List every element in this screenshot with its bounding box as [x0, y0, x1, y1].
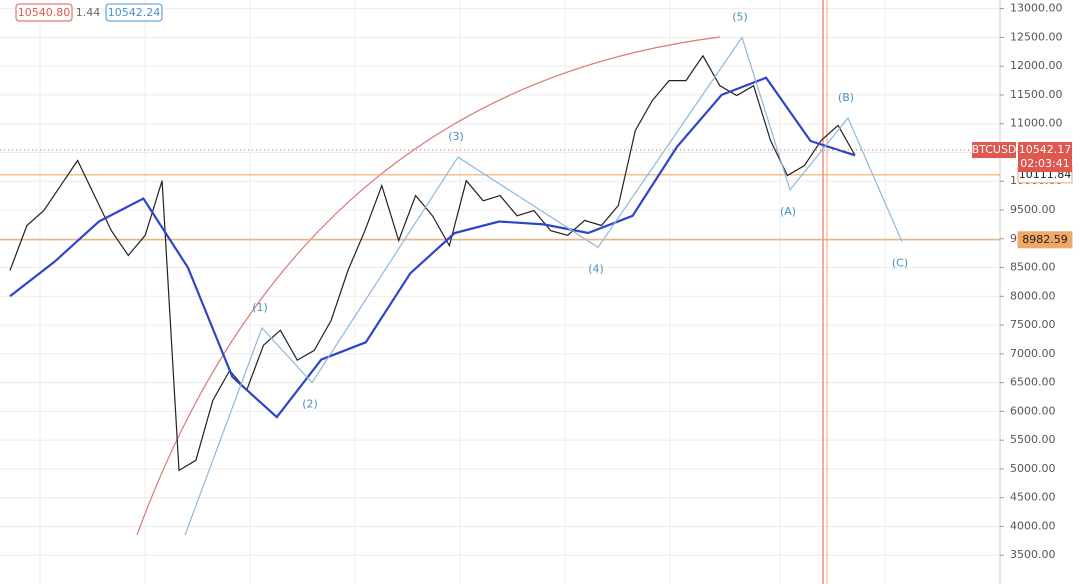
y-tick-label: 4500.00 [1010, 491, 1056, 504]
y-tick-label: 3500.00 [1010, 548, 1056, 561]
symbol-text: BTCUSD [972, 143, 1017, 156]
wave-label: (4) [588, 262, 604, 275]
y-tick-label: 11000.00 [1010, 117, 1063, 130]
y-tick-label: 5000.00 [1010, 462, 1056, 475]
symbol-tag [972, 142, 1016, 159]
y-tick-label: 6500.00 [1010, 376, 1056, 389]
y-tick-label: 5500.00 [1010, 433, 1056, 446]
price-text: 10542.24 [108, 6, 161, 19]
price-axis [1000, 0, 1080, 584]
wave-label: (A) [780, 205, 796, 218]
wave-label: (2) [302, 398, 318, 411]
countdown-text: 02:03:41 [1020, 157, 1069, 170]
wave-label: (C) [892, 257, 908, 270]
price-text: 10540.80 [18, 6, 71, 19]
wave-label: (1) [252, 301, 268, 314]
last-price-text: 10542.17 [1019, 143, 1072, 156]
price-line-series [9, 54, 856, 472]
y-tick-label: 12000.00 [1010, 59, 1063, 72]
wave-label: (B) [838, 91, 854, 104]
y-tick-label: 12500.00 [1010, 30, 1063, 43]
spread-text: 1.44 [76, 6, 101, 19]
wave-label: (5) [732, 10, 748, 23]
y-tick-label: 11500.00 [1010, 88, 1063, 101]
arc-drawing [136, 36, 721, 536]
y-tick-label: 13000.00 [1010, 2, 1063, 15]
wave-path [184, 36, 903, 536]
y-tick-label: 9500.00 [1010, 203, 1056, 216]
moving-average [9, 76, 856, 419]
price-tag [1017, 231, 1073, 249]
y-tick-label: 7500.00 [1010, 318, 1056, 331]
price-box [105, 3, 163, 22]
y-tick-label: 4000.00 [1010, 519, 1056, 532]
y-tick-label: 8000.00 [1010, 289, 1056, 302]
y-tick-label: 6000.00 [1010, 404, 1056, 417]
price-tag-text: 8982.59 [1022, 233, 1068, 246]
top-info: 10540.80 1.44 10542.24 [15, 3, 163, 22]
price-box [15, 3, 73, 22]
y-tick-label: 8500.00 [1010, 261, 1056, 274]
wave-label: (3) [448, 130, 464, 143]
vertical-grid [39, 0, 886, 584]
y-tick-label: 7000.00 [1010, 347, 1056, 360]
last-price-tag [1018, 142, 1072, 173]
